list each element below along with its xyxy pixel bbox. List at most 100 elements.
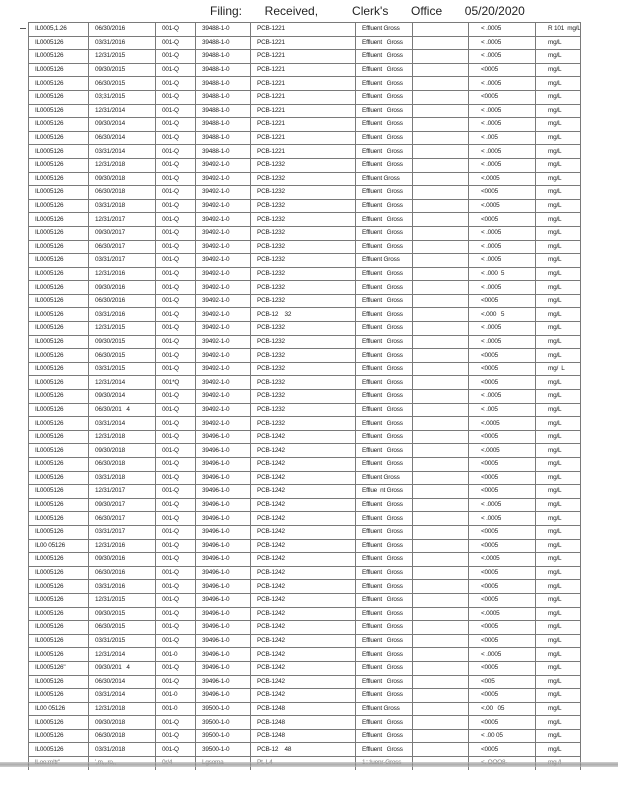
parameter-code-cell: 39496-1-0 [195, 688, 251, 703]
parameter-code-cell: 39492-1-0 [195, 334, 251, 350]
value-cell: <.00 05 [468, 701, 536, 717]
permit-id-cell: IL0005126 [28, 484, 89, 499]
permit-id-cell: IL0005126 [28, 470, 89, 486]
period-date-cell: 09/30/2015 [88, 606, 156, 622]
table-row: IL0005126 06/30/2016 001-Q 39496-1-0 PCB-124… [28, 565, 581, 581]
parameter-code-cell: 39496-1-0 [195, 484, 251, 499]
value-cell: < .0005 [468, 239, 536, 255]
permit-id-cell: IL0005126 [28, 144, 89, 159]
table-row: IL0005126" 09/30/201 4 001-Q 39496-1-0 PCB-1… [28, 660, 581, 676]
unit-cell: mg/L [535, 103, 581, 119]
unit-cell: mg/L [535, 660, 581, 676]
location-cell: Effluent Gross [355, 606, 413, 622]
parameter-name-cell: PCB-1242 [250, 674, 356, 690]
location-cell: Effluent Gross [355, 592, 413, 608]
value-cell: <0005 [468, 89, 536, 105]
parameter-code-cell: 39492-1-0 [195, 293, 251, 309]
permit-id-cell: IL0005126 [28, 361, 89, 377]
blank-cell [412, 728, 469, 744]
period-date-cell: 03/31/2018 [88, 198, 156, 214]
value-cell: <0005 [468, 429, 536, 445]
permit-id-cell: IL0005126 [28, 728, 89, 744]
location-cell: Effluent Gross [355, 402, 413, 418]
permit-id-cell: IL00 05126 [28, 701, 89, 717]
location-cell: Effluent Gross [355, 633, 413, 649]
location-cell: Effluent Gross [355, 429, 413, 445]
value-cell: <.0005 [468, 198, 536, 214]
period-date-cell: 03/31/2015 [88, 361, 156, 377]
table-row: IL0005126 09/30/2015 001-Q 39488-1-0 PCB-122… [28, 62, 581, 78]
permit-id-cell: IL0005126 [28, 266, 89, 282]
outfall-cell: 001-Q [155, 157, 196, 173]
parameter-name-cell: PCB-1232 [250, 185, 356, 200]
unit-cell: mg/L [535, 579, 581, 594]
unit-cell: mg/L [535, 728, 581, 744]
value-cell: <0005 [468, 293, 536, 309]
permit-id-cell: IL0005126 [28, 130, 89, 146]
parameter-name-cell: PCB-1232 [250, 293, 356, 309]
period-date-cell: 09/30/2014 [88, 117, 156, 132]
value-cell: <0005 [468, 185, 536, 200]
unit-cell: mg/L [535, 538, 581, 554]
period-date-cell: 09/30/2016 [88, 280, 156, 295]
value-cell: < .00 05 [468, 728, 536, 744]
value-cell: < .0005 [468, 389, 536, 404]
period-date-cell: 06/30/2018 [88, 728, 156, 744]
period-date-cell: 03/31/2016 [88, 307, 156, 323]
permit-id-cell: IL0005126 [28, 443, 89, 458]
unit-cell: mg/L [535, 89, 581, 105]
permit-id-cell: IL0005126 [28, 457, 89, 472]
outfall-cell: 001-Q [155, 443, 196, 458]
value-cell: < .005 [468, 130, 536, 146]
outfall-cell: 001-Q [155, 742, 196, 758]
unit-cell: mg/L [535, 185, 581, 200]
parameter-code-cell: 39496-1-0 [195, 552, 251, 567]
blank-cell [412, 239, 469, 255]
table-row: IL0005126 12/31/2015 001-Q 39488-1-0 PCB-122… [28, 49, 581, 64]
location-cell: Effluent Gross [355, 334, 413, 350]
parameter-code-cell: 39492-1-0 [195, 225, 251, 241]
period-date-cell: 12/31/2017 [88, 212, 156, 227]
table-row: IL0005126 06/30/2015 001-Q 39488-1-0 PCB-122… [28, 76, 581, 91]
parameter-name-cell: PCB-1242 [250, 660, 356, 676]
value-cell: <.0005 [468, 443, 536, 458]
period-date-cell: 06/30/2017 [88, 511, 156, 526]
scan-artifact [0, 762, 618, 767]
parameter-code-cell: 39500-1-0 [195, 715, 251, 730]
permit-id-cell: IL0005126 [28, 579, 89, 594]
location-cell: Effluent Gross [355, 348, 413, 363]
parameter-code-cell: 39496-1-0 [195, 647, 251, 662]
location-cell: Effluent Gross [355, 49, 413, 64]
table-row: IL0005126 06/30/201 4 001-Q 39492-1-0 PCB-12… [28, 402, 581, 418]
table-row: IL0005126 12/31/2014 001*Q 39492-1-0 PCB-123… [28, 375, 581, 391]
location-cell: Effluent Gross [355, 144, 413, 159]
value-cell: <.000 5 [468, 307, 536, 323]
permit-id-cell: IL0005126 [28, 225, 89, 241]
value-cell: < .0005 [468, 35, 536, 51]
blank-cell [412, 443, 469, 458]
period-date-cell: 03/31/2014 [88, 416, 156, 431]
value-cell: < .0005 [468, 334, 536, 350]
blank-cell [412, 375, 469, 391]
location-cell: Effluent Gross [355, 647, 413, 662]
value-cell: < .0005 [468, 225, 536, 241]
unit-cell: mg/L [535, 457, 581, 472]
parameter-name-cell: PCB-1221 [250, 144, 356, 159]
period-date-cell: 12/31/2014 [88, 103, 156, 119]
unit-cell: mg/L [535, 511, 581, 526]
parameter-code-cell: 39492-1-0 [195, 280, 251, 295]
location-cell: Effluent Gross [355, 416, 413, 431]
value-cell: <0005 [468, 62, 536, 78]
table-row: IL0005126 09/30/2018 001-Q 39500-1-0 PCB-124… [28, 715, 581, 730]
blank-cell [412, 416, 469, 431]
parameter-name-cell: PCB-1232 [250, 321, 356, 336]
location-cell: Effluent Gross [355, 565, 413, 581]
blank-cell [412, 144, 469, 159]
parameter-code-cell: 39496-1-0 [195, 457, 251, 472]
table-row: IL0005126 09/30/2018 001-Q 39492-1-0 PCB-123… [28, 171, 581, 187]
parameter-name-cell: PCB-1232 [250, 375, 356, 391]
period-date-cell: 06/30/201 4 [88, 402, 156, 418]
parameter-code-cell: 39496-1-0 [195, 579, 251, 594]
blank-cell [412, 457, 469, 472]
blank-cell [412, 130, 469, 146]
